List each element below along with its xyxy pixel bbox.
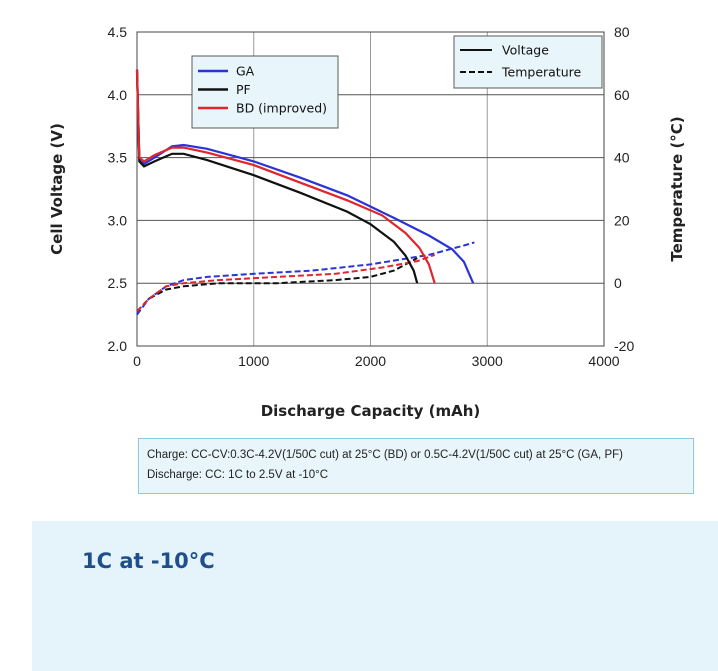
voltage-line-BD <box>135 69 436 284</box>
legend-style-label: Voltage <box>502 43 549 58</box>
y-left-tick-label: 2.0 <box>108 338 128 354</box>
voltage-line-PF <box>135 69 419 284</box>
discharge-chart: 0 1000 2000 3000 4000 2.0 2.5 3.0 3.5 4.0 4.5 -20 0 2… <box>48 24 686 420</box>
temperature-line-PF <box>136 257 418 313</box>
charge-condition: Charge: CC-CV:0.3C-4.2V(1/50C cut) at 25… <box>147 449 623 461</box>
y-left-tick-label: 2.5 <box>108 275 128 291</box>
y-right-tick-label: 0 <box>614 275 622 291</box>
legend-style-label: Temperature <box>501 65 581 80</box>
y-right-tick-label: 40 <box>614 150 630 166</box>
caption-box: 1C at -10°C <box>32 521 718 671</box>
y-right-tick-label: 80 <box>614 24 630 40</box>
legend-style: Voltage Temperature <box>453 35 603 89</box>
legend-series-label: PF <box>236 82 251 97</box>
y-right-tick-label: 60 <box>614 87 630 103</box>
chart-caption: 1C at -10°C <box>82 549 215 573</box>
x-tick-label: 0 <box>133 353 141 369</box>
series <box>135 69 475 316</box>
y-left-tick-label: 4.5 <box>108 24 128 40</box>
x-tick-label: 3000 <box>472 353 503 369</box>
x-tick-label: 2000 <box>355 353 386 369</box>
legend-series: GA PF BD (improved) <box>191 55 339 129</box>
legend-style-box <box>453 35 603 89</box>
x-axis-title: Discharge Capacity (mAh) <box>261 402 481 420</box>
y-right-tick-label: 20 <box>614 212 630 228</box>
x-tick-label: 4000 <box>588 353 619 369</box>
y-left-tick-label: 3.0 <box>108 212 128 228</box>
temperature-line-GA <box>136 241 475 316</box>
y-left-axis-title: Cell Voltage (V) <box>48 123 66 255</box>
tick-labels: 0 1000 2000 3000 4000 2.0 2.5 3.0 3.5 4.0 4.5 -20 0 2… <box>108 24 635 369</box>
y-left-tick-label: 3.5 <box>108 150 128 166</box>
y-right-axis-title: Temperature (°C) <box>668 116 686 261</box>
temperature-line-BD <box>136 253 436 313</box>
voltage-line-GA <box>135 69 475 284</box>
y-left-tick-label: 4.0 <box>108 87 128 103</box>
y-right-tick-label: -20 <box>614 338 634 354</box>
legend-series-label: BD (improved) <box>236 101 327 116</box>
legend-series-label: GA <box>236 64 255 79</box>
discharge-condition: Discharge: CC: 1C to 2.5V at -10°C <box>147 469 329 481</box>
x-tick-label: 1000 <box>238 353 269 369</box>
legend-series-box <box>191 55 339 129</box>
test-conditions-note: Charge: CC-CV:0.3C-4.2V(1/50C cut) at 25… <box>138 438 694 494</box>
plot-frame <box>136 31 605 347</box>
